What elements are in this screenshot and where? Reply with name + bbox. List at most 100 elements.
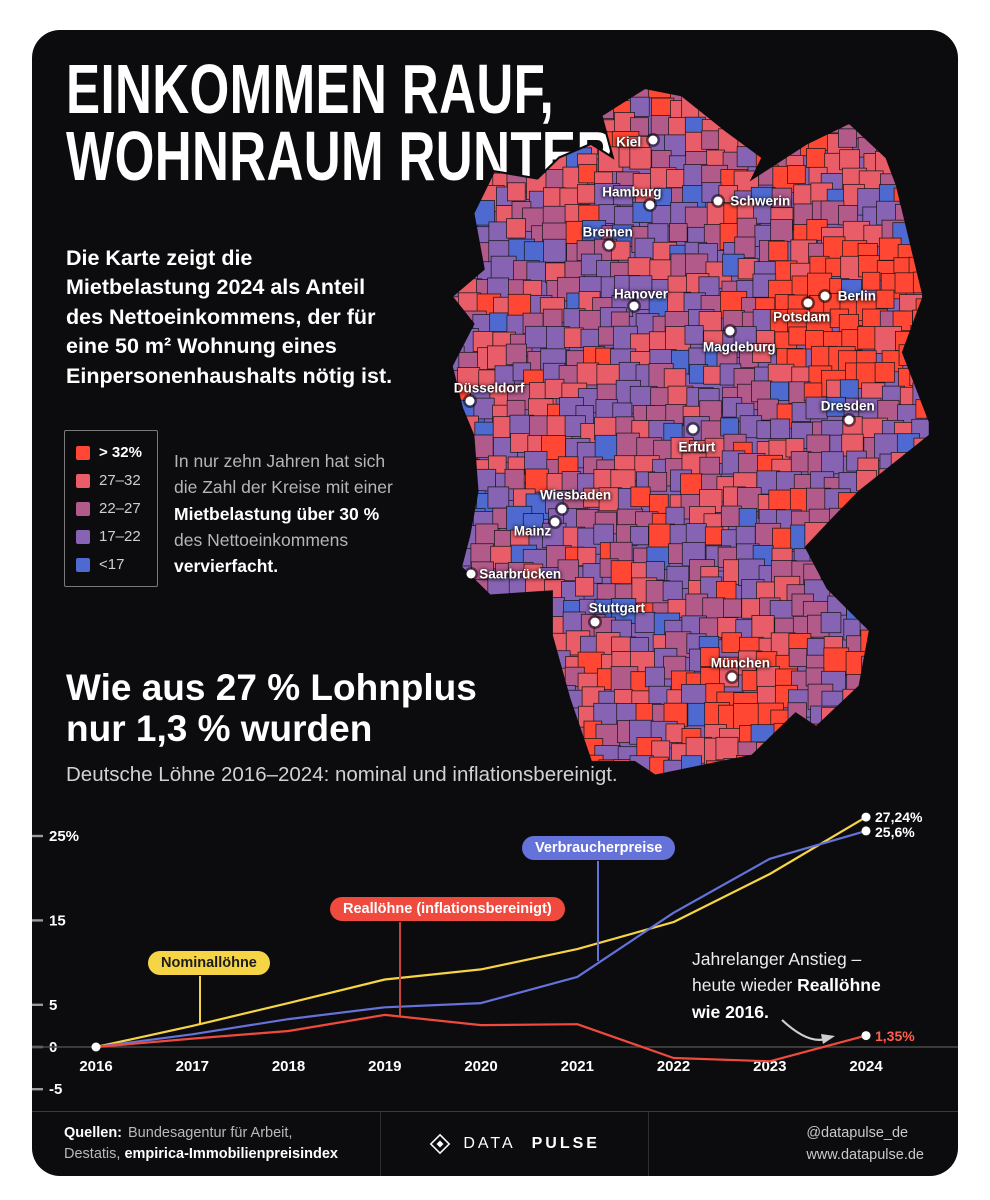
district-cell [575, 576, 595, 597]
series-line [94, 1013, 868, 1063]
wage-title-line1: Wie aus 27 % Lohnplus [66, 667, 477, 708]
district-cell [669, 223, 688, 242]
sources-line1: Bundesagentur für Arbeit, [128, 1124, 293, 1141]
x-tick-label: 2021 [561, 1058, 594, 1075]
brand-name-b: PULSE [531, 1135, 600, 1152]
city-label: Stuttgart [588, 600, 645, 616]
district-cell [823, 647, 850, 674]
legend-swatch [76, 473, 90, 488]
map-description: Die Karte zeigt die Mietbelastung 2024 a… [66, 246, 393, 388]
city-dot [465, 396, 475, 406]
legend-item: 22–27 [76, 500, 146, 517]
district-cell [770, 418, 791, 439]
city-label: Saarbrücken [479, 566, 562, 582]
district-cell [752, 343, 772, 363]
series-line [94, 829, 868, 1049]
series-line [94, 816, 868, 1049]
city-label: Erfurt [678, 439, 716, 455]
city-dot [604, 240, 614, 250]
district-cell [862, 271, 881, 291]
legend-note-bold-1: Mietbelastung über 30 % [174, 503, 380, 524]
y-tick-label: 25% [49, 828, 79, 845]
annotation-line2a: heute wieder [692, 975, 798, 996]
datapulse-logo-icon [430, 1133, 451, 1155]
legend-item: 27–32 [76, 472, 146, 489]
city-dot [725, 326, 735, 336]
website: www.datapulse.de [806, 1147, 924, 1163]
series-label-verbraucherpreise: Verbraucherpreise [522, 836, 676, 860]
city-label: Kiel [616, 134, 642, 150]
real-connector [399, 922, 401, 1016]
district-cell [875, 289, 895, 309]
x-tick-label: 2023 [753, 1058, 786, 1075]
district-cell [610, 240, 631, 261]
city-label: Mainz [513, 523, 552, 539]
district-cell [557, 559, 579, 582]
page-title-line1: EINKOMMEN RAUF, [66, 50, 555, 128]
wage-chart-svg: 25%1550-52016201720182019202020212022202… [32, 812, 958, 1098]
district-cell [839, 379, 859, 399]
wage-section-title: Wie aus 27 % Lohnplus nur 1,3 % wurden [66, 667, 477, 749]
end-value-vpi: 25,6% [875, 824, 915, 840]
x-tick-label: 2018 [272, 1058, 305, 1075]
city-dot [803, 298, 812, 308]
x-tick-label: 2020 [464, 1058, 497, 1075]
y-tick-label: -5 [49, 1081, 62, 1098]
city-label: Wiesbaden [539, 487, 612, 503]
series-label-nominalloehne: Nominallöhne [148, 951, 270, 975]
chart-annotation: Jahrelanger Anstieg – heute wieder Reall… [692, 946, 932, 1025]
legend-item: 17–22 [76, 528, 146, 545]
city-label: München [710, 655, 770, 671]
legend-label: <17 [99, 556, 125, 573]
page-title: EINKOMMEN RAUF, WOHNRAUM RUNTER [66, 50, 614, 190]
city-dot [557, 504, 567, 514]
city-label: Berlin [837, 288, 877, 304]
annotation-line3: wie 2016. [692, 1001, 769, 1022]
city-dot [466, 569, 476, 579]
city-dot [648, 135, 658, 145]
y-tick-label: 15 [49, 912, 66, 929]
district-cell [647, 472, 668, 492]
city-dot [844, 415, 854, 424]
brand-name-a: DATA [463, 1135, 516, 1152]
wage-title-line2: nur 1,3 % wurden [66, 707, 373, 749]
district-cell [684, 325, 704, 345]
x-tick-label: 2019 [368, 1058, 401, 1075]
district-cell [820, 612, 842, 634]
wage-section-subtitle: Deutsche Löhne 2016–2024: nominal und in… [66, 763, 618, 786]
legend-item: <17 [76, 556, 146, 573]
district-cell [629, 96, 650, 117]
city-layer: Kiel Hamburg Schwerin Bremen Hanover Berlin Po… [430, 88, 958, 783]
city-label: Bremen [582, 224, 633, 240]
district-cell [629, 147, 652, 170]
social-handle: @datapulse_de [806, 1124, 909, 1141]
legend-swatch [76, 529, 90, 544]
legend-label: 17–22 [99, 528, 141, 545]
district-cell [787, 165, 806, 184]
series-label-realloehne: Reallöhne (inflationsbereinigt) [330, 897, 565, 921]
district-cell [506, 218, 526, 239]
city-dot [629, 301, 639, 311]
legend-note-text-2: des Nettoeinkommens [174, 529, 349, 550]
brand: DATA PULSE [380, 1112, 649, 1176]
footer: Quellen: Bundesagentur für Arbeit, Destat… [32, 1111, 958, 1176]
origin-dot [91, 1042, 101, 1052]
nominal-connector [199, 976, 201, 1024]
legend-note-bold-2: vervierfacht. [174, 556, 279, 576]
city-dot [550, 517, 560, 527]
district-cell [734, 236, 756, 259]
annotation-line1: Jahrelanger Anstieg – [692, 949, 862, 969]
end-dot [861, 826, 871, 836]
district-cell [543, 238, 567, 263]
infographic-card: EINKOMMEN RAUF, WOHNRAUM RUNTER Die Kart… [32, 30, 958, 1176]
annotation-arrowhead [821, 1034, 835, 1044]
district-cell [630, 526, 649, 546]
city-dot [713, 196, 723, 206]
district-cell [874, 362, 895, 383]
end-value-nominal: 27,24% [875, 809, 923, 825]
x-tick-label: 2016 [79, 1058, 112, 1075]
x-tick-label: 2024 [849, 1058, 883, 1075]
legend-label: 27–32 [99, 472, 141, 489]
legend-label: > 32% [99, 444, 142, 461]
city-label: Potsdam [773, 309, 831, 325]
